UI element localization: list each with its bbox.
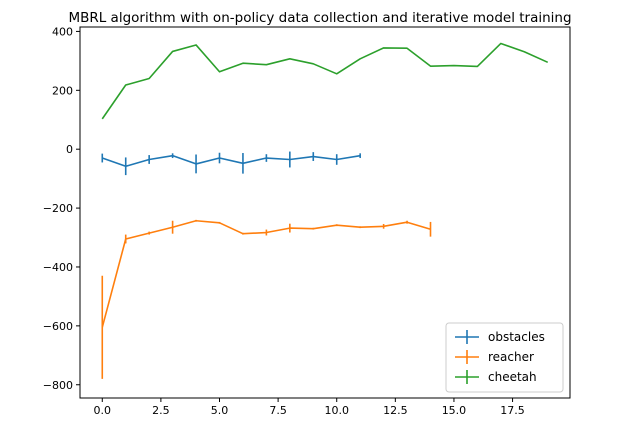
x-tick-label: 12.5 bbox=[383, 404, 408, 417]
x-tick-label: 0.0 bbox=[94, 404, 112, 417]
y-tick-label: 400 bbox=[52, 25, 73, 38]
legend-label: reacher bbox=[488, 350, 534, 364]
reacher-line bbox=[101, 219, 431, 328]
x-tick-label: 2.5 bbox=[152, 404, 170, 417]
legend-item-cheetah: cheetah bbox=[455, 370, 537, 384]
y-tick-label: 200 bbox=[52, 84, 73, 97]
legend-item-obstacles: obstacles bbox=[455, 330, 545, 344]
plot-layer bbox=[101, 42, 549, 379]
series-reacher bbox=[101, 219, 432, 379]
y-tick-label: −800 bbox=[43, 379, 73, 392]
series-cheetah bbox=[101, 42, 549, 120]
legend-item-reacher: reacher bbox=[455, 350, 534, 364]
y-tick-label: −200 bbox=[43, 202, 73, 215]
x-tick-label: 15.0 bbox=[442, 404, 467, 417]
legend-box bbox=[445, 322, 564, 393]
y-tick-label: 0 bbox=[66, 143, 73, 156]
chart-title: MBRL algorithm with on-policy data colle… bbox=[68, 10, 571, 26]
axes-layer: 0.0 2.5 5.0 7.5 10.0 12.5 15.0 17.5 400 200 0 −200 −… bbox=[43, 25, 571, 417]
cheetah-line bbox=[101, 42, 549, 120]
legend-label: cheetah bbox=[488, 370, 537, 384]
x-tick-label: 7.5 bbox=[269, 404, 287, 417]
x-tick-label: 5.0 bbox=[211, 404, 229, 417]
y-tick-label: −400 bbox=[43, 261, 73, 274]
legend: obstacles reacher cheetah bbox=[445, 322, 564, 393]
axes-frame bbox=[79, 26, 571, 399]
y-tick-label: −600 bbox=[43, 320, 73, 333]
obstacles-line bbox=[102, 154, 361, 168]
series-obstacles bbox=[101, 151, 361, 176]
x-tick-label: 10.0 bbox=[324, 404, 349, 417]
x-tick-label: 17.5 bbox=[500, 404, 525, 417]
legend-label: obstacles bbox=[488, 330, 545, 344]
